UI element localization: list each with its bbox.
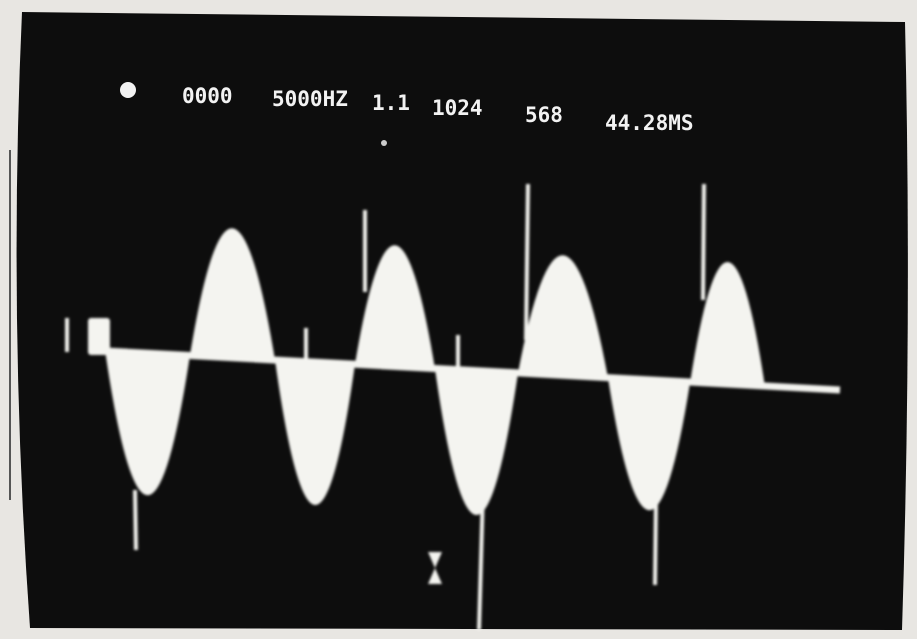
- page: 0000 5000HZ 1.1 1024 568 44.28MS (() => …: [0, 0, 917, 639]
- status-field: 44.28MS: [605, 111, 694, 135]
- status-field: 1.1: [372, 91, 410, 115]
- spike: [526, 184, 528, 340]
- spike: [135, 490, 136, 550]
- status-field: 568: [525, 103, 563, 127]
- status-field: 5000HZ: [272, 87, 348, 111]
- spike: [655, 500, 656, 585]
- status-dot: [120, 82, 136, 98]
- spike: [703, 184, 704, 300]
- status-field: 0000: [182, 84, 233, 108]
- dot: [381, 140, 387, 146]
- photo: 0000 5000HZ 1.1 1024 568 44.28MS: [0, 0, 917, 639]
- status-field: 1024: [432, 96, 483, 120]
